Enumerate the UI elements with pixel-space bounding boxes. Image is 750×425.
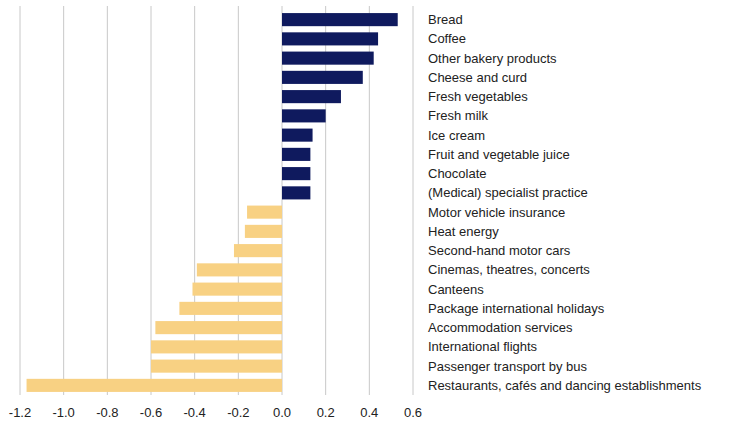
grid-line	[63, 6, 64, 395]
chart-svg: -1.2 -1.0 -0.8 -0.6 -0.4 -0.2 0.0 0.2 0.4 0.6 Brea…	[0, 0, 750, 425]
grid-line	[413, 6, 414, 395]
bar	[197, 263, 282, 276]
category-labels: Bread Coffee Other bakery products Cheese a…	[428, 12, 702, 393]
tick-label: -1.2	[9, 405, 31, 420]
bar	[282, 186, 310, 199]
category-label: Canteens	[428, 282, 484, 297]
category-label: Second-hand motor cars	[428, 243, 571, 258]
category-label: Cinemas, theatres, concerts	[428, 262, 590, 277]
tick-label: 0.6	[404, 405, 422, 420]
tick-label: -0.6	[140, 405, 162, 420]
bar	[282, 52, 374, 65]
category-label: Restaurants, cafés and dancing establish…	[428, 378, 702, 393]
x-ticks: -1.2 -1.0 -0.8 -0.6 -0.4 -0.2 0.0 0.2 0.4 0.6	[9, 405, 422, 420]
tick-label: 0.0	[273, 405, 291, 420]
chart-container: -1.2 -1.0 -0.8 -0.6 -0.4 -0.2 0.0 0.2 0.4 0.6 Brea…	[0, 0, 750, 425]
bar	[282, 129, 313, 142]
bars	[27, 13, 398, 392]
bar	[282, 71, 363, 84]
category-label: Heat energy	[428, 224, 499, 239]
tick-label: -0.2	[227, 405, 249, 420]
category-label: Cheese and curd	[428, 70, 527, 85]
bar	[234, 244, 282, 257]
tick-label: 0.2	[317, 405, 335, 420]
grid-line	[151, 6, 152, 395]
bar	[282, 109, 326, 122]
grid-line	[20, 6, 21, 395]
category-label: Fresh milk	[428, 108, 488, 123]
bar	[247, 206, 282, 219]
category-label: Chocolate	[428, 166, 487, 181]
bar	[282, 32, 378, 45]
tick-label: 0.4	[360, 405, 378, 420]
bar	[151, 360, 282, 373]
category-label: Ice cream	[428, 128, 485, 143]
grid-line	[107, 6, 108, 395]
bar	[179, 302, 282, 315]
category-label: Motor vehicle insurance	[428, 205, 565, 220]
category-label: Accommodation services	[428, 320, 573, 335]
grid-line	[194, 6, 195, 395]
bar	[155, 321, 282, 334]
tick-label: -0.4	[183, 405, 205, 420]
bar	[245, 225, 282, 238]
grid	[20, 6, 413, 395]
category-label: Coffee	[428, 31, 466, 46]
bar	[192, 283, 282, 296]
bar	[282, 167, 310, 180]
category-label: Fruit and vegetable juice	[428, 147, 570, 162]
grid-line	[238, 6, 239, 395]
tick-label: -0.8	[96, 405, 118, 420]
category-label: Bread	[428, 12, 463, 27]
bar	[282, 148, 310, 161]
category-label: (Medical) specialist practice	[428, 185, 588, 200]
bar	[151, 340, 282, 353]
bar	[27, 379, 282, 392]
category-label: Fresh vegetables	[428, 89, 528, 104]
category-label: Package international holidays	[428, 301, 605, 316]
bar	[282, 13, 398, 26]
category-label: Other bakery products	[428, 51, 557, 66]
bar	[282, 90, 341, 103]
tick-label: -1.0	[52, 405, 74, 420]
category-label: Passenger transport by bus	[428, 359, 587, 374]
category-label: International flights	[428, 339, 538, 354]
